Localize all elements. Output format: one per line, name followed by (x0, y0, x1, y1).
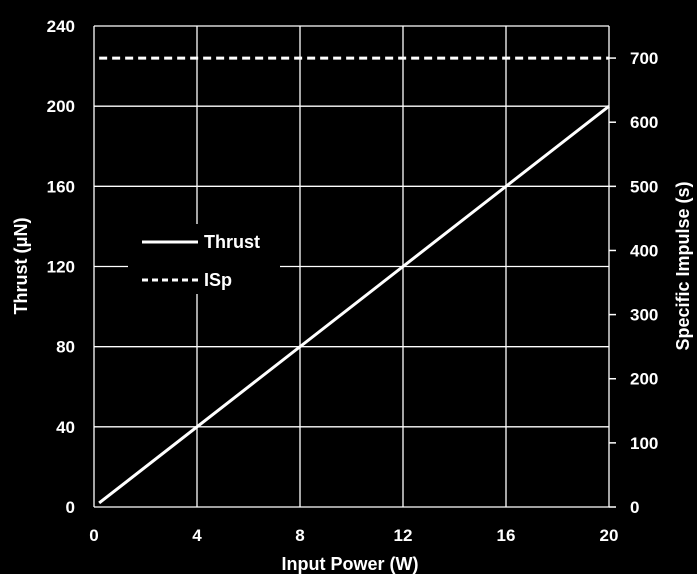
x-tick-label: 12 (394, 526, 413, 545)
y-tick-label: 200 (47, 97, 75, 116)
y-tick-label: 0 (66, 498, 75, 517)
legend-box (128, 224, 280, 294)
series-layer (98, 56, 610, 505)
y-tick-label: 80 (56, 338, 75, 357)
legend: Thrust ISp (128, 224, 280, 294)
x-axis-title: Input Power (W) (282, 554, 419, 574)
x-tick-label: 16 (497, 526, 516, 545)
y-axis-title: Thrust (μN) (11, 217, 31, 314)
y2-tick-label: 0 (630, 498, 639, 517)
x-tick-label: 20 (600, 526, 619, 545)
series-thrust-line (98, 104, 610, 505)
x-tick-label: 0 (89, 526, 98, 545)
y2-tick-label: 100 (630, 434, 658, 453)
legend-thrust-label: Thrust (204, 232, 260, 252)
legend-isp-label: ISp (204, 270, 232, 290)
y2-tick-label: 200 (630, 370, 658, 389)
y2-axis-title: Specific Impulse (s) (673, 181, 693, 350)
y2-tick-label: 400 (630, 241, 658, 260)
x-tick-label: 4 (192, 526, 202, 545)
y2-tick-label: 300 (630, 306, 658, 325)
x-tick-label: 8 (295, 526, 304, 545)
y2-tick-label: 600 (630, 113, 658, 132)
y2-tick-label: 500 (630, 177, 658, 196)
y2-tick-label: 700 (630, 49, 658, 68)
tick-labels: 0 4 8 12 16 200408012016020024001002003004005… (47, 17, 659, 545)
y-tick-label: 120 (47, 258, 75, 277)
y-tick-label: 240 (47, 17, 75, 36)
y-tick-label: 40 (56, 418, 75, 437)
y-tick-label: 160 (47, 177, 75, 196)
